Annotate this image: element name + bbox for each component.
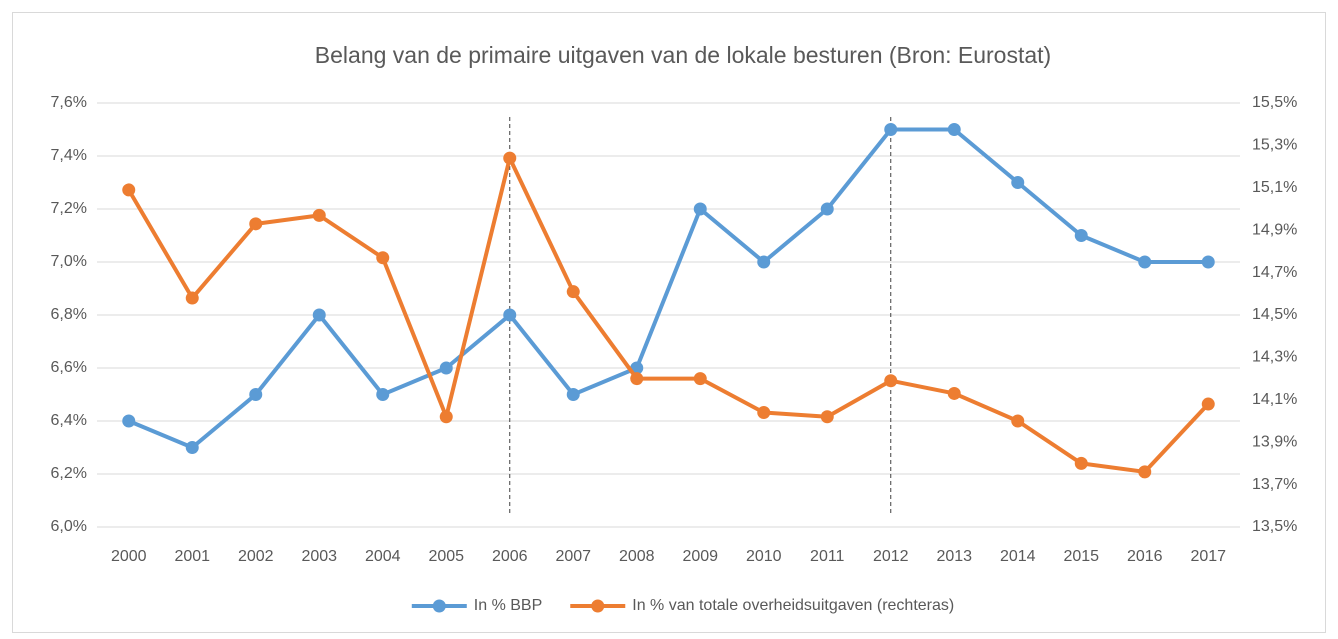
point: [439, 361, 453, 375]
point: [122, 183, 136, 197]
y-tick-label: 6,6%: [51, 359, 87, 376]
x-tick-label: 2016: [1127, 548, 1163, 565]
point: [1201, 255, 1215, 269]
series-line: [127, 156, 1210, 474]
point: [1074, 229, 1088, 242]
y-tick-label: 7,4%: [51, 147, 87, 164]
point: [884, 374, 898, 388]
point: [693, 372, 707, 386]
x-tick-label: 2005: [428, 548, 464, 565]
point: [185, 291, 199, 305]
point: [1011, 414, 1025, 428]
point: [566, 388, 580, 401]
y2-tick-label: 14,3%: [1252, 349, 1297, 366]
point: [122, 414, 136, 428]
point: [1074, 456, 1088, 470]
point: [312, 308, 326, 322]
x-tick-label: 2010: [746, 548, 782, 565]
y2-tick-label: 13,7%: [1252, 476, 1297, 493]
y-tick-label: 6,0%: [51, 518, 87, 535]
y2-tick-label: 14,7%: [1252, 264, 1297, 281]
x-tick-label: 2000: [111, 548, 147, 565]
y-tick-label: 7,0%: [51, 253, 87, 270]
point: [249, 217, 263, 231]
point: [566, 285, 580, 299]
point: [757, 255, 771, 269]
point: [947, 386, 961, 400]
y-tick-label: 7,2%: [51, 200, 87, 217]
x-tick-label: 2001: [174, 548, 210, 565]
x-tick-label: 2017: [1190, 548, 1226, 565]
legend-label: In % van totale overheidsuitgaven (recht…: [632, 597, 954, 614]
y-tick-label: 6,8%: [51, 306, 87, 323]
y2-tick-label: 13,5%: [1252, 518, 1297, 535]
x-tick-label: 2006: [492, 548, 528, 565]
y-tick-label: 7,6%: [51, 94, 87, 111]
x-tick-label: 2007: [555, 548, 591, 565]
y2-tick-label: 14,9%: [1252, 221, 1297, 238]
point: [693, 202, 707, 216]
point: [1138, 465, 1152, 479]
legend-marker: [591, 599, 605, 613]
y2-tick-label: 15,3%: [1252, 137, 1297, 154]
point: [1011, 176, 1025, 189]
x-tick-label: 2009: [682, 548, 718, 565]
x-tick-label: 2008: [619, 548, 655, 565]
y2-tick-label: 13,9%: [1252, 433, 1297, 450]
point: [503, 151, 517, 165]
x-tick-label: 2013: [936, 548, 972, 565]
point: [249, 388, 263, 401]
point: [820, 410, 834, 424]
point: [630, 372, 644, 386]
y2-tick-label: 15,1%: [1252, 179, 1297, 196]
point: [439, 410, 453, 424]
x-tick-label: 2002: [238, 548, 274, 565]
y2-tick-label: 14,5%: [1252, 306, 1297, 323]
point: [312, 208, 326, 222]
x-tick-label: 2004: [365, 548, 401, 565]
y-tick-label: 6,4%: [51, 412, 87, 429]
y2-tick-label: 14,1%: [1252, 391, 1297, 408]
point: [376, 388, 390, 401]
series-line: [127, 127, 1209, 450]
x-tick-label: 2015: [1063, 548, 1099, 565]
legend-label: In % BBP: [474, 597, 542, 614]
x-tick-label: 2014: [1000, 548, 1036, 565]
x-tick-label: 2012: [873, 548, 909, 565]
chart-border: [12, 12, 1326, 633]
y2-tick-label: 15,5%: [1252, 94, 1297, 111]
x-tick-label: 2011: [810, 548, 845, 565]
legend-marker: [432, 599, 446, 613]
x-tick-label: 2003: [301, 548, 337, 565]
point: [820, 202, 834, 216]
point: [757, 406, 771, 420]
y-tick-label: 6,2%: [51, 465, 87, 482]
point: [1201, 397, 1215, 411]
point: [884, 123, 898, 136]
point: [185, 441, 199, 454]
point: [503, 308, 517, 322]
point: [1138, 255, 1152, 269]
point: [376, 251, 390, 265]
chart-title: Belang van de primaire uitgaven van de l…: [315, 42, 1051, 68]
point: [947, 123, 961, 136]
